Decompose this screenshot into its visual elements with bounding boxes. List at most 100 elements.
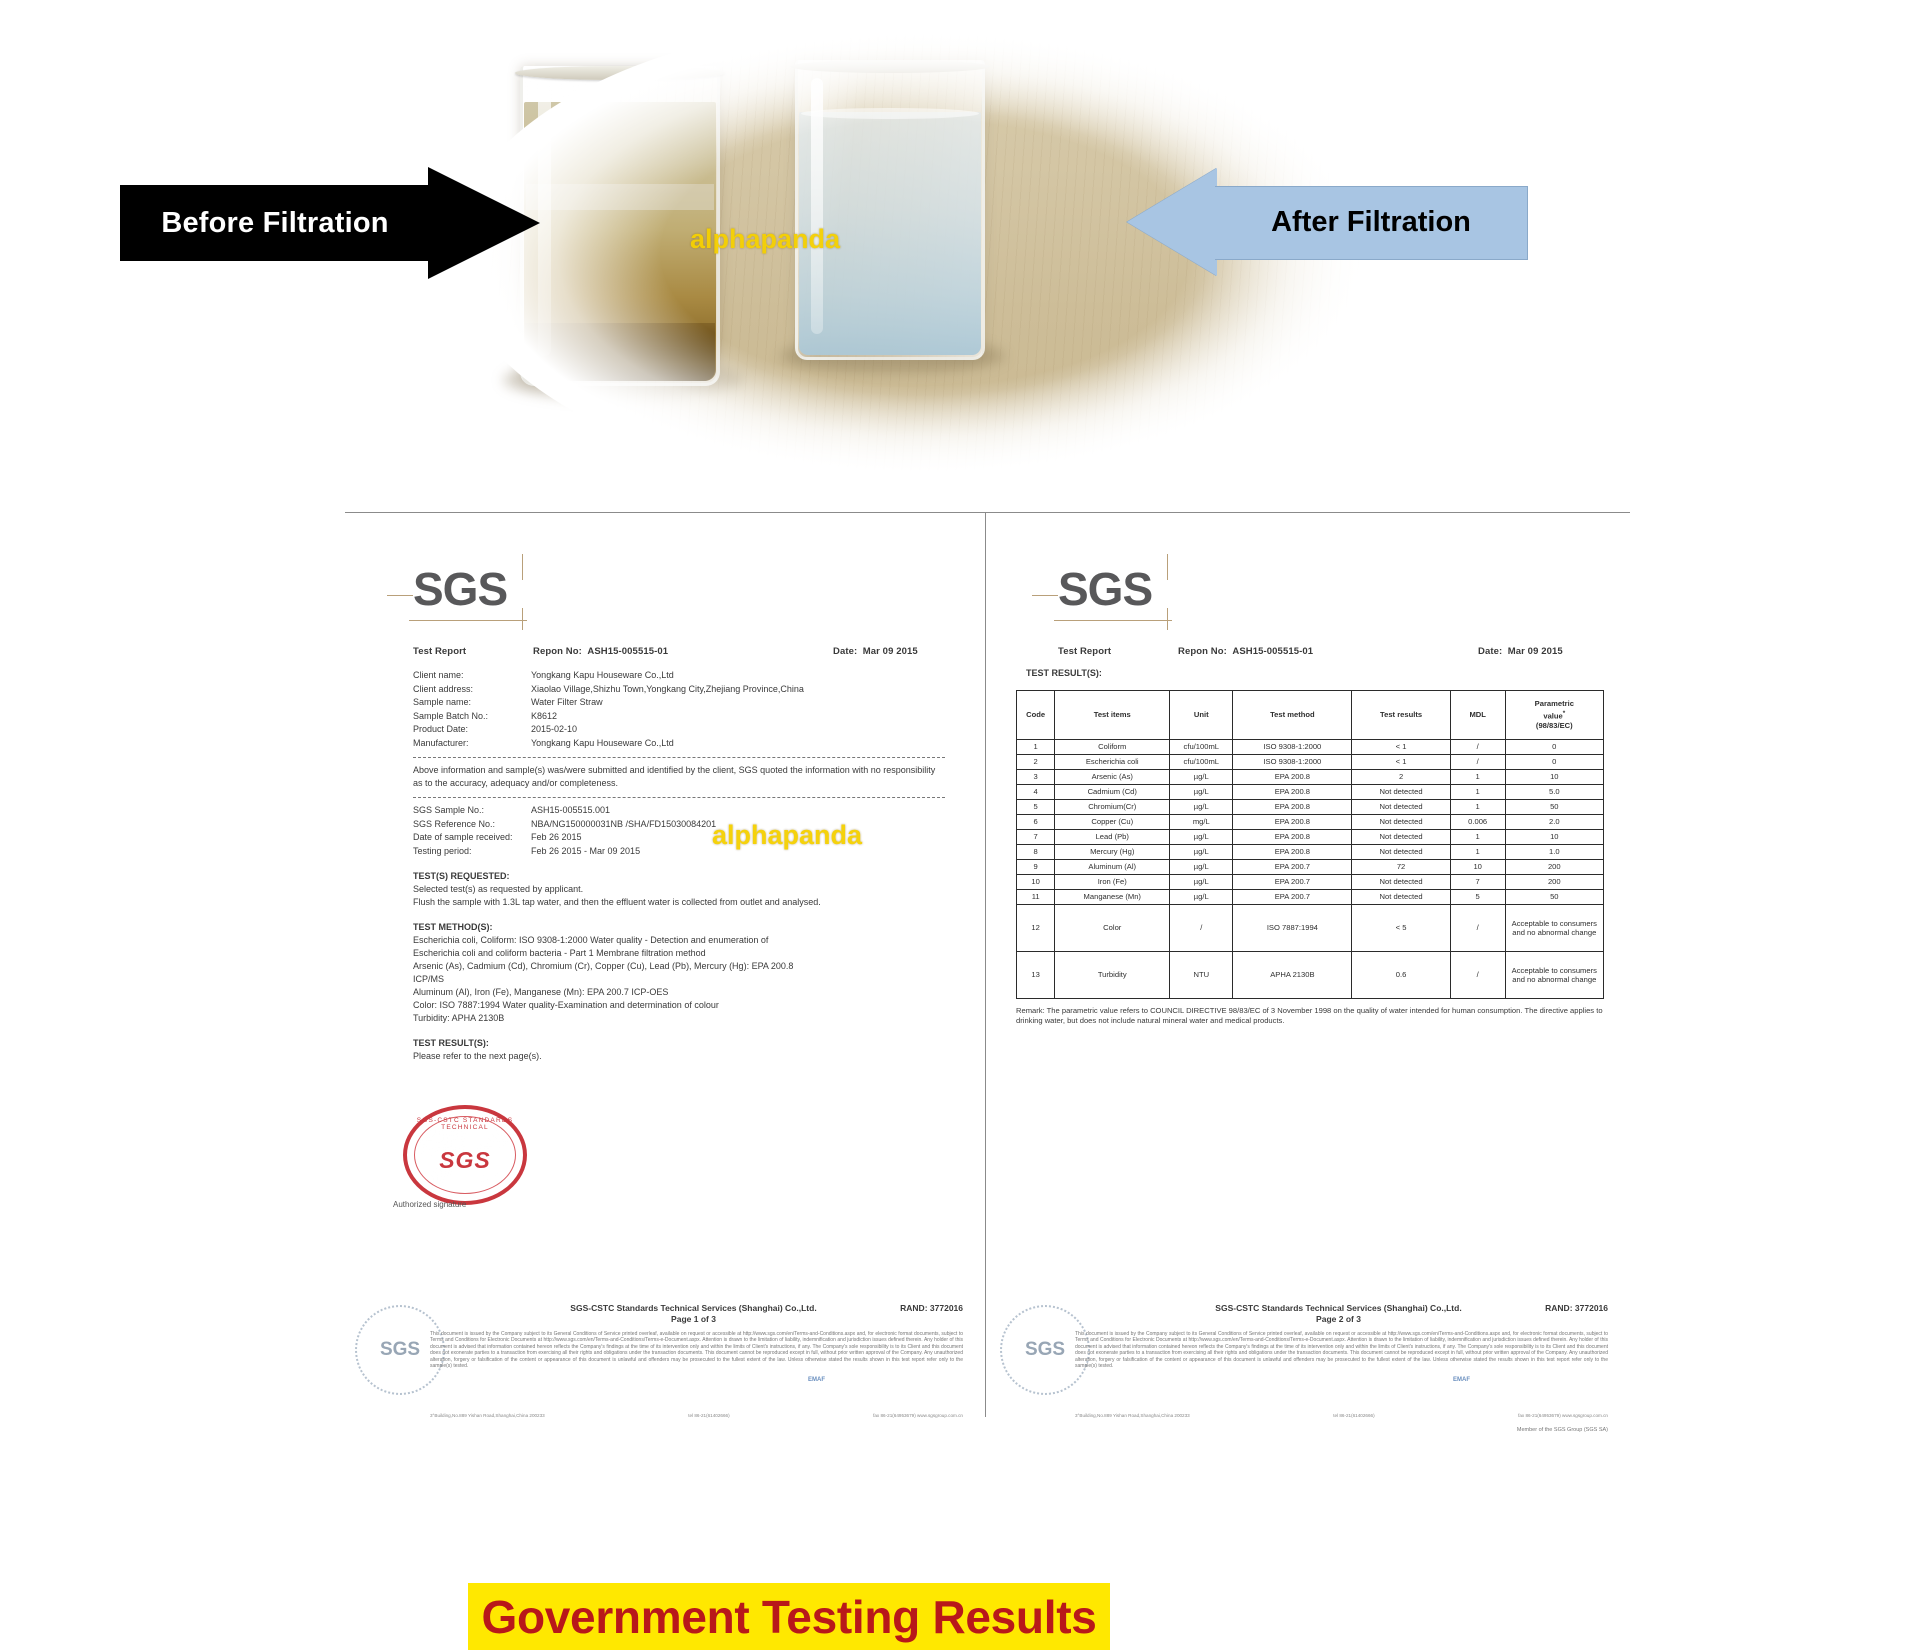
table-row: 11 Manganese (Mn) µg/L EPA 200.7 Not detecte… [1015,889,1605,905]
table-row: 3 Arsenic (As) µg/L EPA 200.8 2 1 10 [1015,769,1605,785]
table-cell: EPA 200.7 [1232,889,1353,905]
info-row: Product Date: 2015-02-10 [413,723,945,737]
table-cell: EPA 200.7 [1232,859,1353,875]
table-cell: Manganese (Mn) [1054,889,1171,905]
info-value: Yongkang Kapu Houseware Co.,Ltd [531,670,674,680]
table-cell: 7 [1015,829,1056,845]
table-cell: 1 [1449,829,1506,845]
report-no: Repon No: ASH15-005515-01 [1178,646,1478,657]
info-row: Testing period: Feb 26 2015 - Mar 09 2015 [413,845,945,859]
table-cell: 4 [1015,784,1056,800]
table-body: 1 Coliform cfu/100mL ISO 9308-1:2000 < 1/0 2 E… [1015,739,1605,999]
table-cell: < 1 [1351,754,1451,770]
table-cell: 50 [1504,799,1605,815]
table-cell: Color [1054,904,1171,952]
rand-label: RAND: [900,1303,928,1313]
report-no-value: ASH15-005515-01 [587,646,669,657]
table-cell: EPA 200.7 [1232,874,1353,890]
report-date-label: Date: [1478,646,1503,657]
table-cell: 1 [1449,784,1506,800]
stamp-text: SGS [439,1147,491,1173]
table-cell: Not detected [1351,889,1451,905]
table-cell: 200 [1504,859,1605,875]
table-cell: µg/L [1169,769,1234,785]
text-line: Aluminum (Al), Iron (Fe), Manganese (Mn)… [413,987,669,997]
info-value: K8612 [531,710,558,721]
table-row: 6 Copper (Cu) mg/L EPA 200.8 Not detected 0.0… [1015,814,1605,830]
government-testing-banner: Government Testing Results [468,1583,1110,1650]
logo-crop-tick [522,554,524,580]
report-page-2: SGS Test Report Repon No: ASH15-005515-0… [1000,520,1620,1433]
phone-line: tel 86-21(61402666) [1333,1413,1375,1418]
table-cell: 5 [1449,889,1506,905]
table-cell: Chromium(Cr) [1054,799,1171,815]
logo-crop-tick [1054,620,1172,621]
table-cell: EPA 200.8 [1232,799,1353,815]
table-cell: µg/L [1169,874,1234,890]
report-no: Repon No: ASH15-005515-01 [533,646,833,657]
table-cell: Coliform [1054,739,1171,755]
table-header-row: Code Test items Unit Test method Test result… [1015,690,1605,740]
table-column-header: Test results [1351,690,1451,740]
report-title: Test Report [413,646,467,657]
requested-lines: Selected test(s) as requested by applica… [413,883,945,909]
info-value: Feb 26 2015 [531,832,582,842]
page-footer: SGS SGS-CSTC Standards Technical Service… [1000,1285,1620,1433]
table-cell: / [1449,739,1506,755]
table-cell: 2 [1351,769,1451,785]
table-cell: 1 [1449,844,1506,860]
table-cell: µg/L [1169,859,1234,875]
text-line: Flush the sample with 1.3L tap water, an… [413,897,821,907]
methods-title: TEST METHOD(S): [413,922,493,932]
table-column-header: Unit [1169,690,1234,740]
table-column-header: Test items [1054,690,1171,740]
table-cell: 2.0 [1504,814,1605,830]
info-key: Client address: [413,683,474,694]
table-cell: EPA 200.8 [1232,769,1353,785]
table-cell: Aluminum (Al) [1054,859,1171,875]
footer-address: 3°Building,No.889 Yishan Road,Shanghai,C… [430,1413,963,1419]
table-cell: ISO 9308-1:2000 [1232,739,1353,755]
table-cell: cfu/100mL [1169,754,1234,770]
table-cell: cfu/100mL [1169,739,1234,755]
vertical-divider [985,512,986,1417]
emaf-mark: EMAF [1453,1377,1470,1383]
footer-member: Member of the SGS Group (SGS SA) [1516,1427,1608,1433]
text-line: ICP/MS [413,974,445,984]
footer-legal-text: This document is issued by the Company s… [430,1331,963,1370]
arrow-head-left-icon [1127,168,1217,276]
table-cell: 0 [1504,754,1605,770]
table-cell: 5.0 [1504,784,1605,800]
info-key: SGS Sample No.: [413,805,485,815]
arrow-body [120,185,430,261]
table-row: 1 Coliform cfu/100mL ISO 9308-1:2000 < 1/0 [1015,739,1605,755]
rand-label: RAND: [1545,1303,1573,1313]
footer-company: SGS-CSTC Standards Technical Services (S… [430,1303,957,1325]
info-row: SGS Reference No.: NBA/NG15​0000031NB /SH… [413,818,945,832]
phone-line: tel 86-21(61402666) [688,1413,730,1418]
report-no-label: Repon No: [533,646,582,657]
methods-lines: Escherichia coli, Coliform: ISO 9308-1:2… [413,934,945,1025]
report-header-row: Test Report Repon No: ASH15-005515-01 Da… [413,646,945,657]
address-line: 3°Building,No.889 Yishan Road,Shanghai,C… [430,1413,545,1418]
text-line: Turbidity: APHA 2130B [413,1013,505,1023]
info-row: SGS Sample No.: ASH15-005515.001 [413,804,945,818]
table-cell: 0.006 [1449,814,1506,830]
table-row: 8 Mercury (Hg) µg/L EPA 200.8 Not detected 1 1… [1015,844,1605,860]
document-watermark: alphapanda [712,820,863,850]
after-filtration-arrow: After Filtration [1127,168,1528,276]
rand-value: 3772016 [1574,1303,1608,1313]
table-cell: 50 [1504,889,1605,905]
results-line: Please refer to the next page(s). [413,1051,542,1061]
table-cell: 11 [1015,889,1056,905]
logo-crop-tick [1032,595,1058,596]
fax-web-line: fax 86-21(64953679) www.sgsgroup.com.cn [1518,1413,1608,1418]
info-row: Client name: Yongkang Kapu Houseware Co.,… [413,669,945,683]
table-cell: EPA 200.8 [1232,844,1353,860]
table-cell: 72 [1351,859,1451,875]
table-row: 12 Color / ISO 7887:1994 < 5/Acceptable to c… [1015,904,1605,952]
stamp-caption: Authorized signature [393,1200,467,1209]
table-cell: Cadmium (Cd) [1054,784,1171,800]
table-cell: Arsenic (As) [1054,769,1171,785]
sgs-logo: SGS [387,554,527,630]
